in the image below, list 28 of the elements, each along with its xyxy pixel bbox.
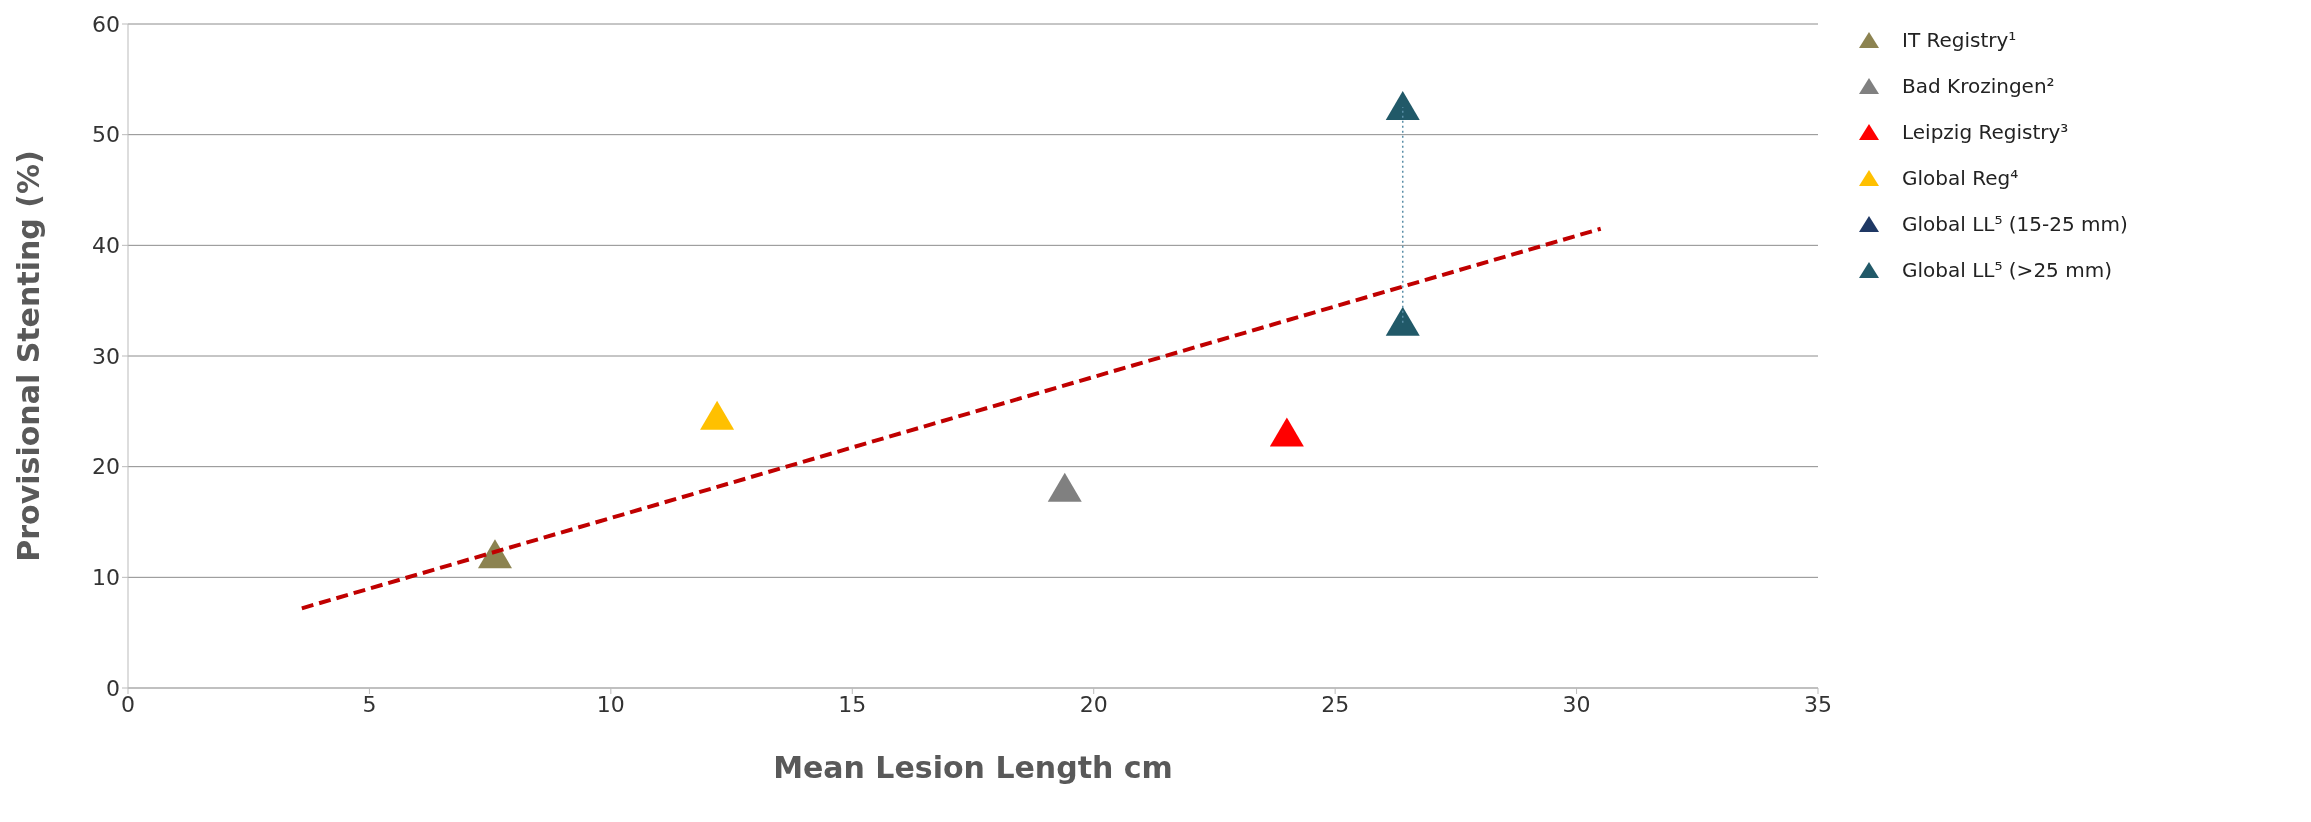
- point: [1385, 306, 1420, 336]
- legend-label: Global Reg⁴: [1902, 166, 2019, 190]
- point: [1385, 91, 1420, 120]
- point: [1047, 472, 1082, 502]
- y-tick-label: 40: [92, 233, 120, 259]
- x-tick-label: 10: [596, 691, 625, 717]
- legend-label: Global LL⁵ (>25 mm): [1902, 258, 2112, 282]
- x-tick-label: 30: [1562, 691, 1591, 717]
- y-tick-label: 50: [92, 122, 120, 148]
- legend-label: Bad Krozingen²: [1902, 74, 2055, 98]
- y-tick-label: 0: [106, 675, 120, 701]
- x-tick-label: 20: [1079, 691, 1108, 717]
- legend-label: Global LL⁵ (15-25 mm): [1902, 212, 2128, 236]
- point: [477, 539, 512, 569]
- x-tick-label: 35: [1804, 691, 1832, 717]
- x-tick-label: 5: [362, 691, 377, 717]
- y-tick-label: 10: [92, 565, 120, 591]
- point: [700, 400, 735, 430]
- legend-label: IT Registry¹: [1902, 28, 2017, 52]
- y-axis-title: Provisional Stenting (%): [10, 150, 46, 562]
- y-tick-label: 20: [92, 454, 120, 480]
- point: [1269, 417, 1304, 447]
- x-tick-label: 25: [1321, 691, 1350, 717]
- y-tick-label: 60: [92, 11, 120, 37]
- x-axis-title: Mean Lesion Length cm: [773, 750, 1173, 785]
- x-tick-label: 15: [838, 691, 867, 717]
- legend-label: Leipzig Registry³: [1902, 120, 2069, 144]
- y-tick-label: 30: [92, 343, 120, 369]
